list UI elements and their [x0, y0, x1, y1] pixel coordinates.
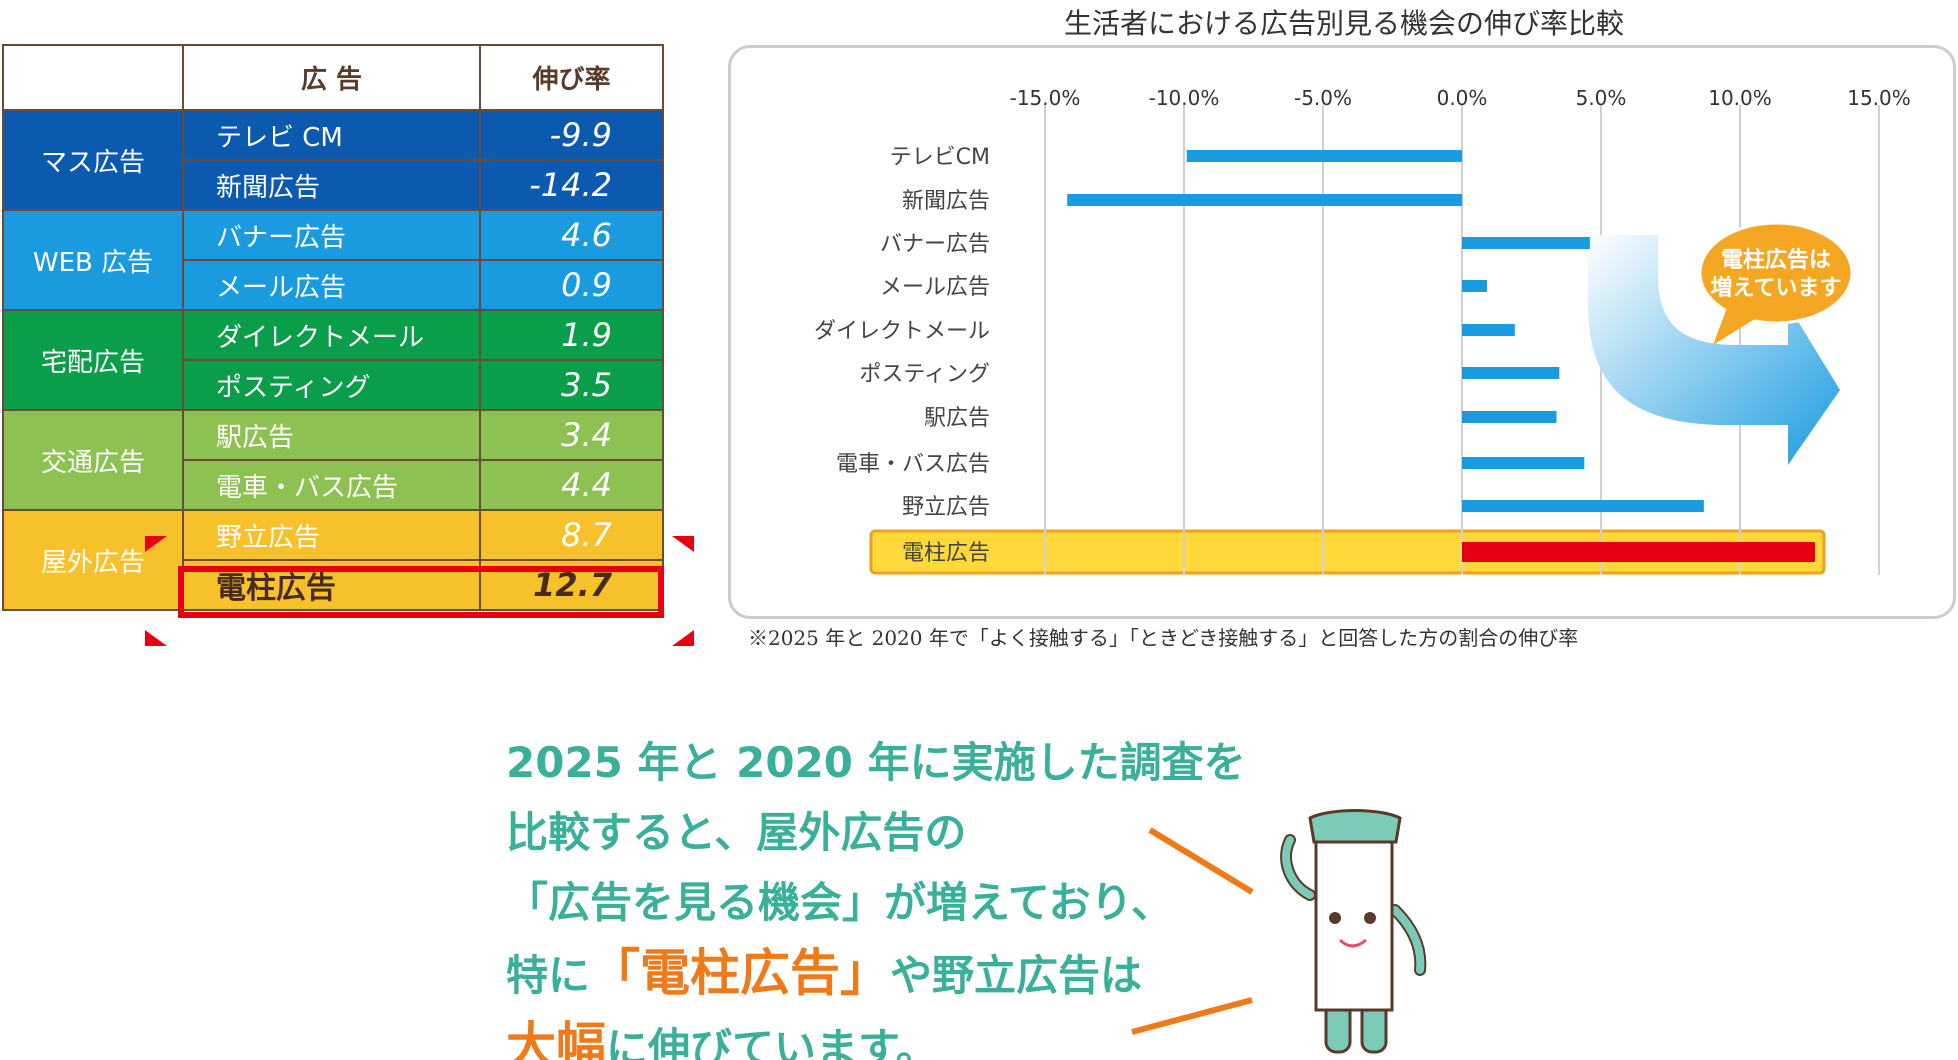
table-cell-ad-name: 新聞広告	[182, 159, 481, 211]
table-row: 交通広告 駅広告 3.4	[2, 409, 664, 511]
category-label: ダイレクトメール	[814, 319, 990, 344]
growth-rate-table: 広 告 伸び率 マス広告 テレビ CM -9.9 新聞広告 -14.2 WEB 広告 バナー…	[2, 44, 664, 611]
bar-5	[1462, 324, 1515, 336]
x-tick-label: 15.0%	[1847, 86, 1911, 110]
bar-8	[1462, 457, 1585, 469]
table-row: 宅配広告 ダイレクトメール 1.9	[2, 309, 664, 411]
table-cell-ad-name: 電車・バス広告	[182, 459, 481, 511]
category-label: 野立広告	[902, 495, 990, 520]
table-group-label: 交通広告	[2, 409, 184, 511]
message-line-1: 2025 年と 2020 年に実施した調査を	[506, 738, 1246, 787]
table-cell-rate: 3.5	[479, 359, 664, 411]
highlight-box-denchu	[178, 566, 664, 618]
table-cell-rate: 0.9	[479, 259, 664, 311]
x-tick-label: 10.0%	[1708, 86, 1772, 110]
category-label: バナー広告	[880, 232, 990, 257]
table-row: マス広告 テレビ CM -9.9	[2, 109, 664, 211]
callout-bubble	[1698, 221, 1854, 325]
category-label: 新聞広告	[902, 189, 990, 214]
table-cell-rate: 4.6	[479, 209, 664, 261]
emphasis-line-top	[1148, 827, 1254, 895]
bar-chart: -15.0% -10.0% -5.0% 0.0% 5.0% 10.0% 15.0% 電柱広告は…	[814, 86, 1911, 575]
callout-text-line: 増えています	[1711, 275, 1842, 301]
table-group-label: 宅配広告	[2, 309, 184, 411]
table-header-blank	[2, 44, 184, 111]
growth-arrow-icon	[1588, 235, 1840, 465]
table-header-row: 広 告 伸び率	[2, 44, 664, 111]
table-cell-ad-name: 野立広告	[182, 509, 481, 561]
x-tick-label: -15.0%	[1010, 86, 1081, 110]
table-header-rate: 伸び率	[479, 44, 664, 111]
x-tick-label: -10.0%	[1149, 86, 1220, 110]
table-row: 新聞広告 -14.2	[3, 159, 664, 211]
table-group-label: 屋外広告	[2, 509, 184, 611]
bar-4	[1462, 280, 1488, 292]
table-cell-ad-name: 駅広告	[182, 409, 481, 461]
bar-6	[1462, 367, 1560, 379]
bar-2	[1067, 194, 1462, 206]
table-row: ポスティング 3.5	[3, 359, 664, 411]
table-row: 電車・バス広告 4.4	[3, 459, 664, 511]
category-label: メール広告	[880, 275, 990, 300]
highlight-band	[869, 529, 1826, 575]
chart-title: 生活者における広告別見る機会の伸び率比較	[1063, 7, 1624, 40]
corner-mark-bottom-left	[145, 630, 167, 646]
category-label: ポスティング	[859, 362, 990, 387]
message-line-2: 比較すると、屋外広告の	[506, 808, 967, 857]
x-tick-label: 5.0%	[1576, 86, 1627, 110]
footnote: ※2025 年と 2020 年で「よく接触する」「ときどき接触する」と回答した方…	[748, 626, 1579, 650]
bar-10	[1462, 542, 1816, 562]
mascot-pole-character-icon	[1131, 809, 1427, 1054]
table-cell-ad-name: バナー広告	[182, 209, 481, 261]
table-cell-rate: 3.4	[479, 409, 664, 461]
callout-tail	[1713, 305, 1758, 345]
table-cell-ad-name: テレビ CM	[182, 109, 481, 161]
table-group-label: WEB 広告	[2, 209, 184, 311]
category-label: 電柱広告	[902, 541, 990, 566]
callout-text-line: 電柱広告は	[1721, 247, 1831, 273]
corner-mark-top-right	[672, 536, 694, 552]
table-header-ad: 広 告	[182, 44, 481, 111]
bar-7	[1462, 411, 1557, 423]
emphasis-line-bottom	[1131, 997, 1253, 1035]
bar-3	[1462, 237, 1590, 249]
table-row: メール広告 0.9	[3, 259, 664, 311]
table-group-label: マス広告	[2, 109, 184, 211]
category-label: テレビCM	[890, 145, 990, 170]
chart-frame	[728, 45, 1956, 619]
table-cell-rate: 4.4	[479, 459, 664, 511]
bar-9	[1462, 500, 1704, 512]
message-line-5-post: に伸びています。	[606, 1024, 938, 1060]
table-cell-ad-name: メール広告	[182, 259, 481, 311]
table-cell-rate: -9.9	[479, 109, 664, 161]
message-line-5: 大幅に伸びています。	[506, 1011, 1246, 1060]
bar-1	[1186, 150, 1462, 162]
message-line-3: 「広告を見る機会」が増えており、	[506, 878, 1173, 927]
corner-mark-bottom-right	[672, 630, 694, 646]
table-cell-rate: 8.7	[479, 509, 664, 561]
category-label: 駅広告	[924, 406, 990, 431]
table-cell-ad-name: ダイレクトメール	[182, 309, 481, 361]
message-line-4-post: や野立広告は	[890, 951, 1143, 1000]
mascot-body	[1280, 809, 1427, 1054]
message-emphasis-large: 大幅	[506, 1017, 606, 1060]
message-line-4-pre: 特に	[506, 951, 591, 1000]
table-cell-rate: 1.9	[479, 309, 664, 361]
category-label: 電車・バス広告	[836, 452, 990, 477]
corner-mark-top-left	[145, 536, 167, 552]
message-line-4: 特に「電柱広告」や野立広告は	[506, 938, 1246, 1011]
table-cell-ad-name: ポスティング	[182, 359, 481, 411]
table-row: WEB 広告 バナー広告 4.6	[2, 209, 664, 311]
x-tick-label: 0.0%	[1437, 86, 1488, 110]
table-cell-rate: -14.2	[479, 159, 664, 211]
message-emphasis-denchu: 「電柱広告」	[590, 944, 891, 1002]
table-row: 屋外広告 野立広告 8.7	[2, 509, 664, 611]
summary-message: 2025 年と 2020 年に実施した調査を 比較すると、屋外広告の 「広告を見…	[506, 728, 1246, 1060]
x-tick-label: -5.0%	[1294, 86, 1352, 110]
